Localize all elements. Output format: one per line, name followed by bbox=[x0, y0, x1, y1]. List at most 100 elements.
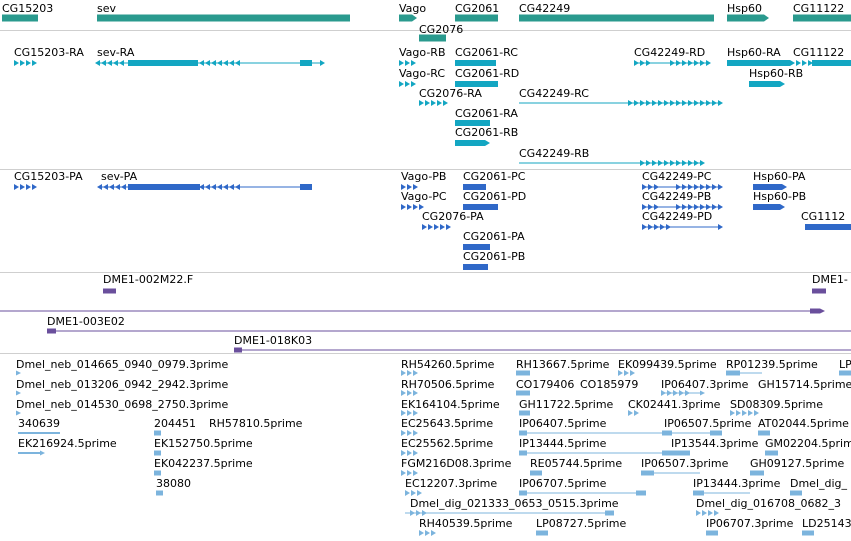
protein-glyph-sev-pa[interactable] bbox=[217, 184, 222, 190]
protein-glyph-cg2076-pa[interactable] bbox=[422, 224, 427, 230]
mrna-label-cg11122[interactable]: CG11122 bbox=[793, 46, 845, 59]
protein-glyph-cg42249-pc[interactable] bbox=[654, 184, 659, 190]
protein-glyph-hsp60-pb[interactable] bbox=[753, 204, 780, 210]
est-glyph[interactable] bbox=[742, 410, 747, 416]
est-label[interactable]: Dmel_neb_014530_0698_2750.3prime bbox=[16, 398, 229, 411]
est-label[interactable]: GH09127.5prime bbox=[750, 457, 845, 470]
est-glyph[interactable] bbox=[519, 490, 527, 496]
mrna-glyph-sev-ra[interactable] bbox=[300, 60, 312, 66]
mrna-glyph-cg42249-rb[interactable] bbox=[664, 160, 669, 166]
protein-glyph-vago-pc[interactable] bbox=[401, 204, 406, 210]
mrna-glyph-sev-ra[interactable] bbox=[101, 60, 106, 66]
est-glyph[interactable] bbox=[654, 472, 700, 474]
mrna-glyph-sev-ra[interactable] bbox=[205, 60, 210, 66]
mrna-label-sev-ra[interactable]: sev-RA bbox=[97, 46, 135, 59]
mrna-label-cg42249-rb[interactable]: CG42249-RB bbox=[519, 147, 590, 160]
mrna-glyph-sev-ra[interactable] bbox=[107, 60, 112, 66]
protein-glyph-cg42249-pc[interactable] bbox=[700, 184, 705, 190]
mrna-glyph-cg2061-rb[interactable] bbox=[485, 140, 490, 146]
protein-glyph-cg2061-pb[interactable] bbox=[463, 264, 488, 270]
est-glyph[interactable] bbox=[700, 390, 705, 396]
protein-glyph-vago-pc[interactable] bbox=[407, 204, 412, 210]
est-glyph[interactable] bbox=[413, 470, 418, 476]
est-label[interactable]: IP13444.5prime bbox=[519, 437, 607, 450]
mrna-glyph-cg42249-rb[interactable] bbox=[670, 160, 675, 166]
protein-glyph-cg42249-pd[interactable] bbox=[648, 224, 653, 230]
mrna-glyph-cg42249-rd[interactable] bbox=[676, 60, 681, 66]
est-glyph[interactable] bbox=[154, 430, 161, 436]
est-label[interactable]: RE05744.5prime bbox=[530, 457, 623, 470]
protein-label-cg2076-pa[interactable]: CG2076-PA bbox=[422, 210, 484, 223]
mrna-glyph-cg42249-rc[interactable] bbox=[652, 100, 657, 106]
protein-glyph-sev-pa[interactable] bbox=[300, 184, 312, 190]
protein-glyph-sev-pa[interactable] bbox=[97, 184, 102, 190]
est-label[interactable]: RH57810.5prime bbox=[209, 417, 303, 430]
mrna-glyph-cg2076-ra[interactable] bbox=[437, 100, 442, 106]
protein-glyph-cg42249-pd[interactable] bbox=[666, 224, 671, 230]
est-glyph[interactable] bbox=[18, 432, 60, 434]
mrna-glyph-cg42249-rd[interactable] bbox=[670, 60, 675, 66]
mrna-glyph-cg2076-ra[interactable] bbox=[431, 100, 436, 106]
protein-glyph-cg42249-pb[interactable] bbox=[654, 204, 659, 210]
est-glyph[interactable] bbox=[641, 470, 654, 476]
mrna-glyph-hsp60-rb[interactable] bbox=[749, 81, 780, 87]
mrna-glyph-cg42249-rb[interactable] bbox=[652, 160, 657, 166]
mrna-glyph-sev-ra[interactable] bbox=[320, 60, 325, 66]
est-glyph[interactable] bbox=[839, 370, 851, 376]
mrna-label-hsp60-ra[interactable]: Hsp60-RA bbox=[727, 46, 781, 59]
protein-glyph-cg2061-pc[interactable] bbox=[463, 184, 486, 190]
protein-glyph-cg42249-pc[interactable] bbox=[712, 184, 717, 190]
est-label[interactable]: Dmel_dig_016708_0682_3 bbox=[696, 497, 842, 510]
est-label[interactable]: RH13667.5prime bbox=[516, 358, 610, 371]
est-label[interactable]: EK152750.5prime bbox=[154, 437, 253, 450]
mrna-glyph-hsp60-ra[interactable] bbox=[727, 60, 790, 66]
mrna-label-cg2076-ra[interactable]: CG2076-RA bbox=[419, 87, 482, 100]
mrna-glyph-sev-ra[interactable] bbox=[229, 60, 234, 66]
est-label[interactable]: EK216924.5prime bbox=[18, 437, 117, 450]
mrna-glyph-cg42249-rd[interactable] bbox=[646, 60, 651, 66]
mrna-glyph-cg15203-ra[interactable] bbox=[14, 60, 19, 66]
gene-label-cg42249[interactable]: CG42249 bbox=[519, 2, 571, 15]
est-label[interactable]: RH54260.5prime bbox=[401, 358, 495, 371]
mrna-glyph-sev-ra[interactable] bbox=[217, 60, 222, 66]
protein-glyph-cg42249-pb[interactable] bbox=[648, 204, 653, 210]
mrna-glyph-cg42249-rd[interactable] bbox=[682, 60, 687, 66]
est-label[interactable]: LP bbox=[839, 358, 851, 371]
mrna-glyph-sev-ra[interactable] bbox=[95, 60, 100, 66]
mrna-glyph-cg2061-rd[interactable] bbox=[455, 81, 498, 87]
est-label[interactable]: EC12207.3prime bbox=[405, 477, 498, 490]
protein-label-cg2061-pb[interactable]: CG2061-PB bbox=[463, 250, 526, 263]
est-label[interactable]: LD25143 bbox=[802, 517, 851, 530]
mrna-glyph-cg42249-rd[interactable] bbox=[700, 60, 705, 66]
est-glyph[interactable] bbox=[417, 490, 422, 496]
protein-glyph-cg42249-pd[interactable] bbox=[660, 224, 665, 230]
protein-label-cg2061-pc[interactable]: CG2061-PC bbox=[463, 170, 526, 183]
est-glyph[interactable] bbox=[405, 512, 612, 514]
est-glyph[interactable] bbox=[726, 370, 740, 376]
est-label[interactable]: AT02044.5prime bbox=[758, 417, 849, 430]
est-glyph[interactable] bbox=[407, 410, 412, 416]
clone-glyph-long[interactable] bbox=[820, 308, 825, 314]
protein-label-cg42249-pd[interactable]: CG42249-PD bbox=[642, 210, 713, 223]
est-glyph[interactable] bbox=[413, 390, 418, 396]
protein-glyph-cg42249-pc[interactable] bbox=[642, 184, 647, 190]
est-glyph[interactable] bbox=[519, 410, 530, 416]
mrna-glyph-sev-ra[interactable] bbox=[128, 60, 198, 66]
est-label[interactable]: FGM216D08.3prime bbox=[401, 457, 512, 470]
protein-label-vago-pc[interactable]: Vago-PC bbox=[401, 190, 447, 203]
mrna-label-cg2061-ra[interactable]: CG2061-RA bbox=[455, 107, 518, 120]
est-glyph[interactable] bbox=[401, 470, 406, 476]
est-glyph[interactable] bbox=[154, 450, 161, 456]
protein-glyph-cg2061-pa[interactable] bbox=[463, 244, 490, 250]
protein-glyph-cg15203-pa[interactable] bbox=[20, 184, 25, 190]
est-glyph[interactable] bbox=[156, 490, 163, 496]
clone-glyph-dme1-003e02[interactable] bbox=[47, 328, 56, 334]
protein-glyph-cg42249-pd[interactable] bbox=[642, 226, 718, 228]
mrna-glyph-cg42249-rb[interactable] bbox=[676, 160, 681, 166]
protein-label-cg1112[interactable]: CG1112 bbox=[801, 210, 846, 223]
gene-label-cg2076[interactable]: CG2076 bbox=[419, 23, 464, 36]
est-glyph[interactable] bbox=[516, 390, 530, 396]
protein-glyph-cg42249-pb[interactable] bbox=[682, 204, 687, 210]
mrna-glyph-cg42249-rb[interactable] bbox=[658, 160, 663, 166]
gene-label-cg11122[interactable]: CG11122 bbox=[793, 2, 845, 15]
